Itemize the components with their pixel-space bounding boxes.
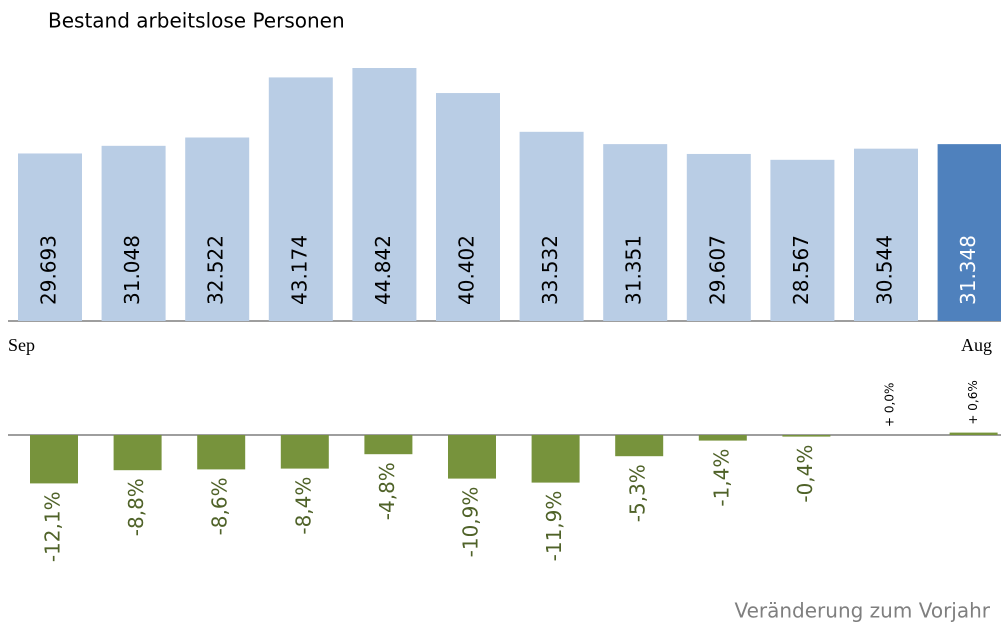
bar-label: 30.544 xyxy=(873,235,897,305)
bar xyxy=(937,144,1001,321)
bar-label: 32.522 xyxy=(204,235,228,305)
bar xyxy=(280,435,329,469)
bar xyxy=(603,144,668,321)
bar-label: -0,4% xyxy=(793,445,817,503)
bar-label: -8,6% xyxy=(208,477,232,535)
bar xyxy=(268,77,333,321)
bar xyxy=(185,137,250,321)
bar xyxy=(364,435,413,455)
bar-label: 29.607 xyxy=(705,235,729,305)
bar-label: -4,8% xyxy=(375,462,399,520)
bar-label: + 0,6% xyxy=(966,380,980,424)
bar xyxy=(519,131,584,321)
x-tick-label: Sep xyxy=(8,335,35,355)
bar-label: -1,4% xyxy=(709,449,733,507)
bar-label: 28.567 xyxy=(789,235,813,305)
bar-label: 43.174 xyxy=(287,235,311,305)
bar xyxy=(854,148,918,321)
x-tick-label: Aug xyxy=(961,335,992,355)
bar-label: 31.351 xyxy=(622,235,646,305)
bar-label: 33.532 xyxy=(538,235,562,305)
bar-label: 31.348 xyxy=(956,235,980,305)
bar-label: 29.693 xyxy=(37,235,61,305)
bar xyxy=(698,435,747,441)
bar-label: -10,9% xyxy=(459,487,483,558)
bar xyxy=(686,153,751,321)
bar xyxy=(18,153,82,321)
bar xyxy=(30,435,78,484)
bar-label: 31.048 xyxy=(120,235,144,305)
bar-label: + 0,0% xyxy=(883,383,897,427)
bar-label: -12,1% xyxy=(41,491,65,562)
bar xyxy=(615,435,664,457)
bar xyxy=(949,432,998,435)
bar xyxy=(448,435,496,479)
bar-label: -11,9% xyxy=(542,491,566,562)
bar-label: -5,3% xyxy=(626,464,650,522)
bar xyxy=(770,159,835,321)
bar xyxy=(782,435,831,437)
bar xyxy=(436,93,500,321)
bar xyxy=(197,435,246,470)
change-title: Veränderung zum Vorjahr xyxy=(734,599,990,623)
bar-label: 44.842 xyxy=(371,235,395,305)
bar-label: -8,4% xyxy=(291,477,315,535)
chart-title: Bestand arbeitslose Personen xyxy=(48,9,345,33)
bar xyxy=(113,435,162,471)
bar-label: 40.402 xyxy=(455,235,479,305)
bar xyxy=(101,145,166,321)
bar xyxy=(531,435,580,483)
bar-label: -8,8% xyxy=(124,478,148,536)
bar xyxy=(352,68,417,321)
